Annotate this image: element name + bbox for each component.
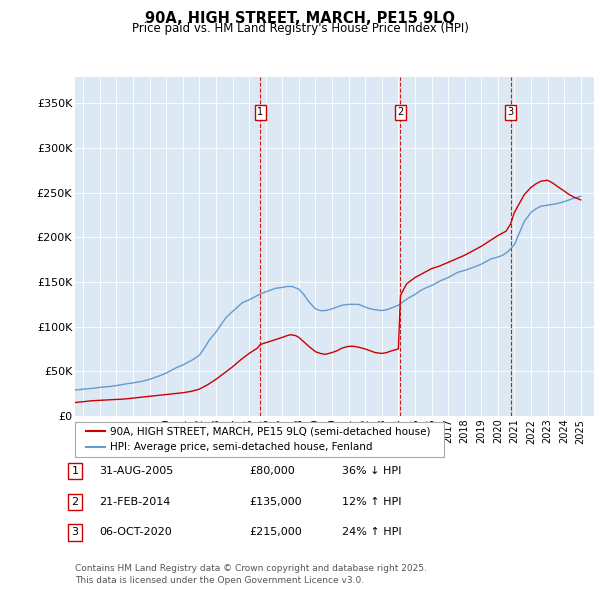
Text: 12% ↑ HPI: 12% ↑ HPI <box>342 497 401 507</box>
Text: £80,000: £80,000 <box>249 466 295 476</box>
Text: Price paid vs. HM Land Registry's House Price Index (HPI): Price paid vs. HM Land Registry's House … <box>131 22 469 35</box>
Text: 36% ↓ HPI: 36% ↓ HPI <box>342 466 401 476</box>
Text: 24% ↑ HPI: 24% ↑ HPI <box>342 527 401 537</box>
Text: 3: 3 <box>508 107 514 117</box>
Text: 2: 2 <box>397 107 404 117</box>
Text: 31-AUG-2005: 31-AUG-2005 <box>99 466 173 476</box>
Text: 21-FEB-2014: 21-FEB-2014 <box>99 497 170 507</box>
Text: Contains HM Land Registry data © Crown copyright and database right 2025.
This d: Contains HM Land Registry data © Crown c… <box>75 565 427 585</box>
Text: 90A, HIGH STREET, MARCH, PE15 9LQ: 90A, HIGH STREET, MARCH, PE15 9LQ <box>145 11 455 25</box>
Text: £215,000: £215,000 <box>249 527 302 537</box>
Text: 1: 1 <box>71 466 79 476</box>
Text: 1: 1 <box>257 107 263 117</box>
Text: 06-OCT-2020: 06-OCT-2020 <box>99 527 172 537</box>
Text: 3: 3 <box>71 527 79 537</box>
Text: £135,000: £135,000 <box>249 497 302 507</box>
Text: 2: 2 <box>71 497 79 507</box>
Legend: 90A, HIGH STREET, MARCH, PE15 9LQ (semi-detached house), HPI: Average price, sem: 90A, HIGH STREET, MARCH, PE15 9LQ (semi-… <box>80 421 437 458</box>
